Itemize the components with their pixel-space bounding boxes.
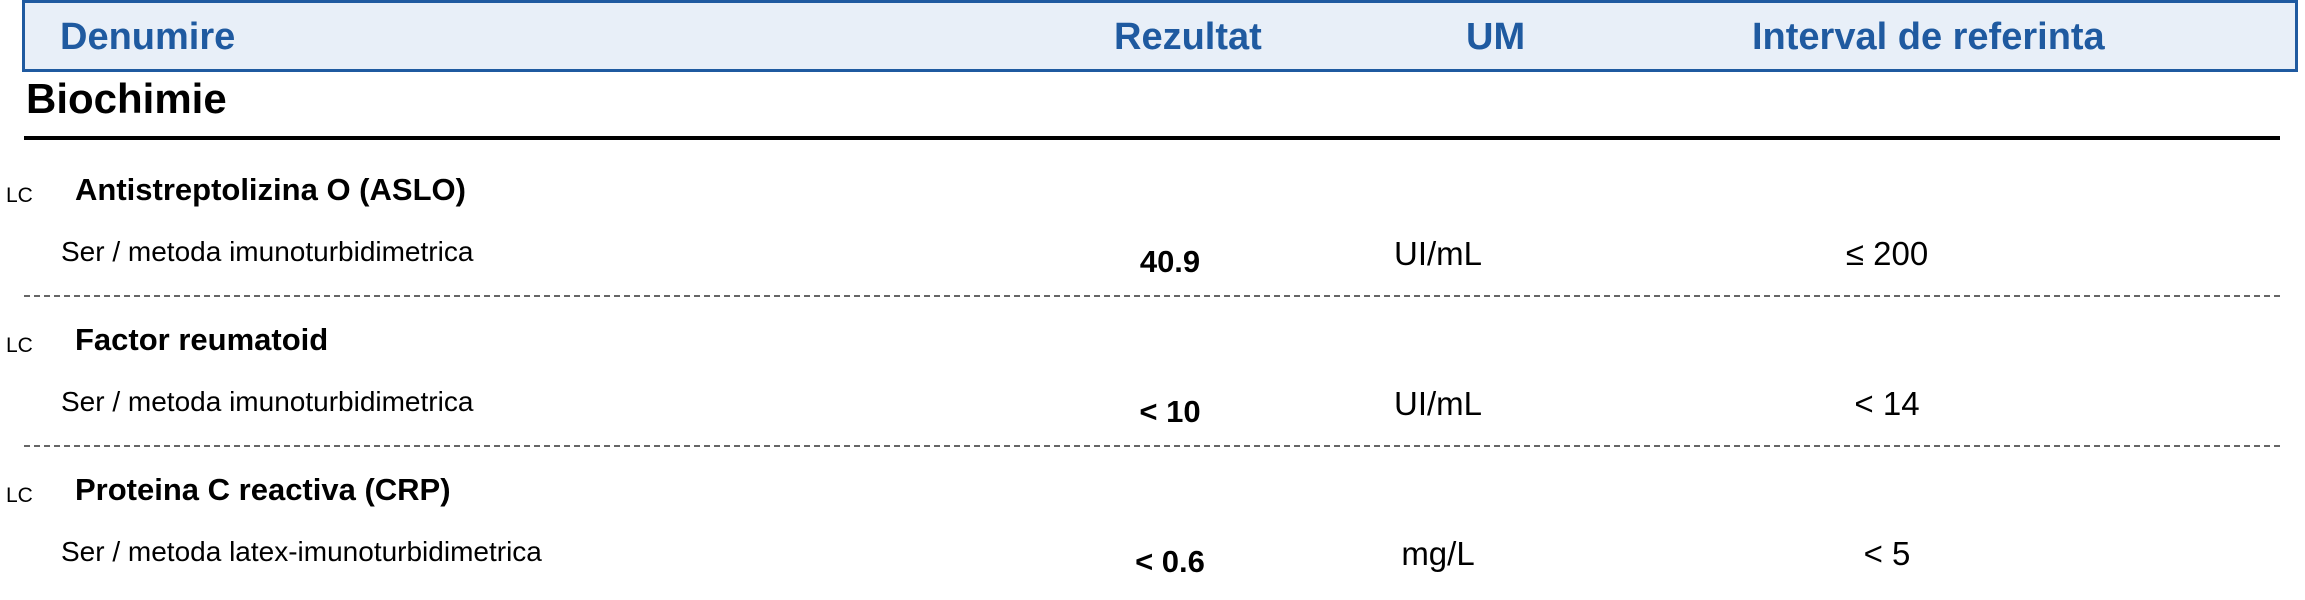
lab-code: LC <box>6 484 33 507</box>
test-name: Antistreptolizina O (ASLO) <box>75 172 466 207</box>
table-row: LC Proteina C reactiva (CRP) Ser / metod… <box>0 450 2305 600</box>
test-reference-interval: ≤ 200 <box>1845 235 1929 272</box>
test-reference-interval: < 14 <box>1854 385 1920 422</box>
test-name: Proteina C reactiva (CRP) <box>75 472 451 507</box>
column-header-unit: UM <box>1466 16 1526 58</box>
test-result: 40.9 <box>1139 244 1201 279</box>
row-divider <box>24 445 2280 447</box>
table-header: Denumire Rezultat UM Interval de referin… <box>22 0 2298 72</box>
row-divider <box>24 295 2280 297</box>
test-method: Ser / metoda imunoturbidimetrica <box>61 386 474 417</box>
test-reference-interval: < 5 <box>1863 535 1911 572</box>
lab-code: LC <box>6 184 33 207</box>
test-method: Ser / metoda latex-imunoturbidimetrica <box>61 536 542 567</box>
column-header-name: Denumire <box>60 16 236 58</box>
lab-code: LC <box>6 334 33 357</box>
test-result: < 0.6 <box>1135 544 1205 579</box>
test-unit: mg/L <box>1401 535 1475 572</box>
table-row: LC Antistreptolizina O (ASLO) Ser / meto… <box>0 150 2305 300</box>
test-name: Factor reumatoid <box>75 322 329 357</box>
test-result: < 10 <box>1139 394 1201 429</box>
column-header-reference: Interval de referinta <box>1752 16 2105 58</box>
section-title: Biochimie <box>26 75 227 122</box>
table-row: LC Factor reumatoid Ser / metoda imunotu… <box>0 300 2305 450</box>
test-unit: UI/mL <box>1393 385 1482 422</box>
section-divider <box>24 136 2280 140</box>
test-unit: UI/mL <box>1393 235 1482 272</box>
test-method: Ser / metoda imunoturbidimetrica <box>61 236 474 267</box>
column-header-result: Rezultat <box>1114 16 1262 58</box>
